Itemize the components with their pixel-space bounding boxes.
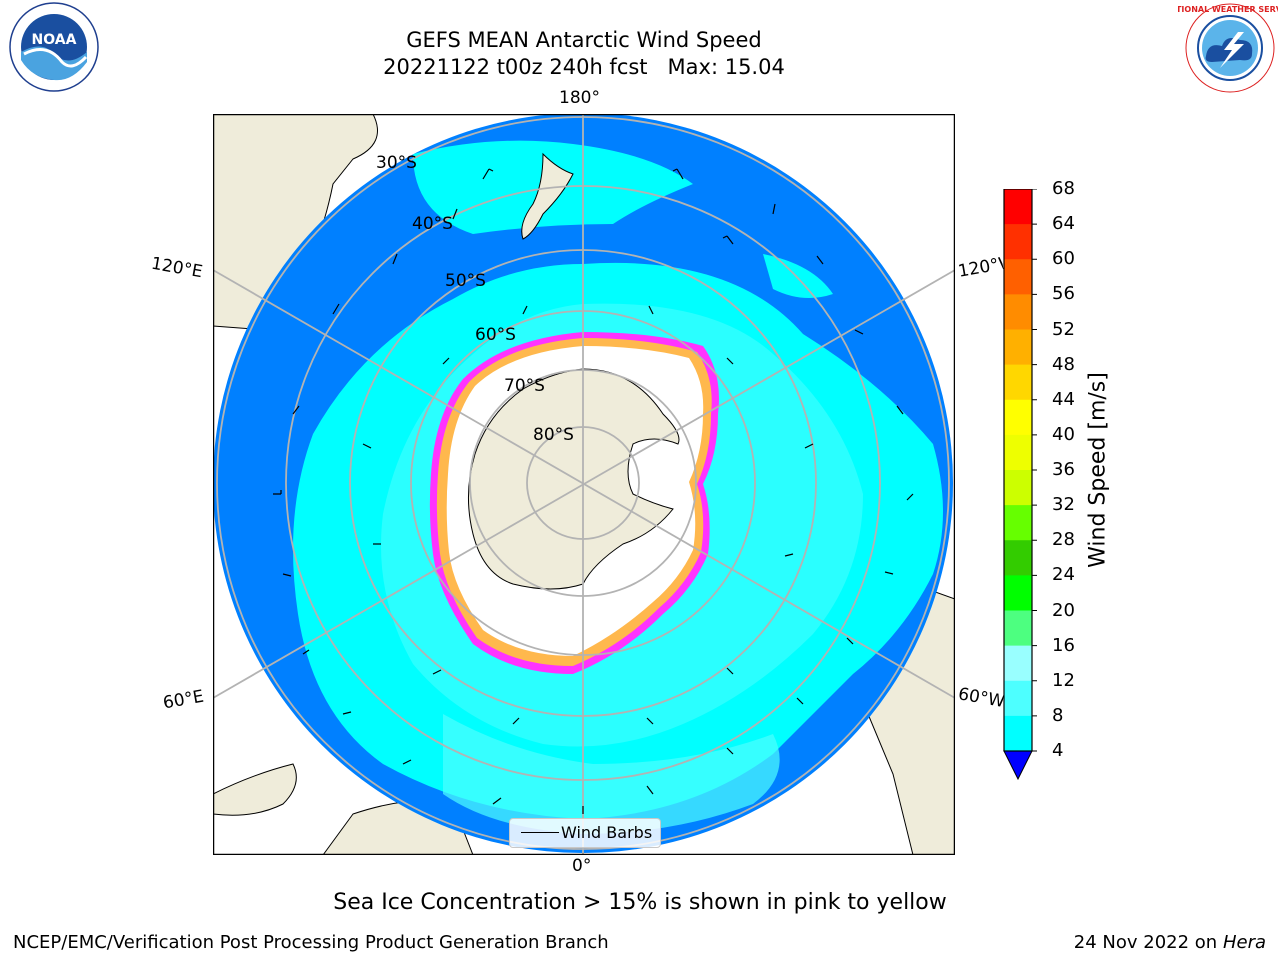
new-zealand-land (521, 152, 574, 240)
colorbar-svg (1003, 188, 1037, 781)
date-line: 24 Nov 2022 on Hera (1074, 932, 1266, 953)
lon-label-120w: 120°W (956, 254, 1005, 282)
lat-label-30: 30°S (376, 153, 417, 173)
colorbar-bin (1004, 399, 1032, 436)
colorbar-bin (1004, 540, 1032, 576)
colorbar-bin (1004, 645, 1032, 682)
colorbar-tick-label: 24 (1052, 564, 1075, 586)
map-legend: Wind Barbs (509, 818, 661, 848)
noaa-logo-text: NOAA (32, 32, 77, 48)
colorbar-extend-arrow (1003, 750, 1033, 781)
colorbar-bin (1004, 259, 1032, 295)
colorbar-tick-label: 56 (1052, 283, 1075, 305)
madagascar-land (213, 763, 297, 816)
colorbar-bin (1004, 715, 1032, 752)
lat-label-60: 60°S (475, 325, 516, 345)
chart-title: GEFS MEAN Antarctic Wind Speed (406, 28, 762, 52)
max-value: Max: 15.04 (667, 55, 785, 79)
colorbar-tick-label: 16 (1052, 634, 1075, 656)
colorbar-bin (1004, 575, 1032, 611)
colorbar-bin (1004, 434, 1032, 471)
colorbar-tick-label: 32 (1052, 494, 1075, 516)
colorbar-tick-label: 44 (1052, 388, 1075, 410)
colorbar-tick-label: 40 (1052, 423, 1075, 445)
noaa-logo: NOAA (2, 2, 102, 102)
machine-name: Hera (1222, 932, 1266, 953)
colorbar-tick-label: 36 (1052, 459, 1075, 480)
colorbar-tick-label: 28 (1052, 529, 1075, 551)
graticule (213, 114, 955, 855)
date-text: 24 Nov 2022 on (1073, 932, 1218, 953)
colorbar-bin (1004, 505, 1032, 541)
lat-label-80: 80°S (533, 425, 574, 445)
colorbar-bin (1004, 680, 1032, 717)
legend-label: Wind Barbs (561, 823, 653, 842)
legend-line-icon (521, 832, 559, 833)
colorbar-bin (1004, 364, 1032, 401)
wind-band-east (763, 254, 833, 298)
colorbar-label: Wind Speed [m/s] (1085, 372, 1111, 568)
colorbar-tick-label: 8 (1052, 704, 1064, 726)
colorbar-bin (1004, 610, 1032, 647)
lon-label-180: 180° (559, 88, 600, 108)
sea-ice-caption: Sea Ice Concentration > 15% is shown in … (333, 890, 947, 915)
colorbar-bin (1004, 224, 1032, 260)
colorbar-tick-label: 52 (1052, 318, 1075, 340)
colorbar-bin (1004, 189, 1032, 225)
map-border (213, 114, 955, 855)
colorbar (1003, 188, 1039, 781)
colorbar-bin (1004, 470, 1032, 506)
colorbar-tick-label: 48 (1052, 353, 1075, 375)
colorbar-tick-label: 68 (1052, 178, 1075, 199)
polar-map: 30°S 40°S 50°S 60°S 70°S 80°S (213, 114, 955, 855)
credit-line: NCEP/EMC/Verification Post Processing Pr… (13, 932, 609, 953)
forecast-run: 20221122 t00z 240h fcst (383, 55, 648, 79)
colorbar-tick-label: 12 (1052, 669, 1075, 691)
lat-label-70: 70°S (504, 376, 545, 396)
colorbar-bin (1004, 294, 1032, 330)
map-svg: 30°S 40°S 50°S 60°S 70°S 80°S (213, 114, 955, 855)
wind-barbs (273, 168, 914, 814)
chart-subtitle: 20221122 t00z 240h fcst Max: 15.04 (0, 54, 1168, 80)
colorbar-tick-label: 60 (1052, 248, 1075, 270)
nws-logo: NATIONAL WEATHER SERVICE (1164, 2, 1280, 102)
wind-band-south (443, 714, 780, 834)
nws-logo-text: NATIONAL WEATHER SERVICE (1178, 5, 1278, 14)
lon-label-0: 0° (572, 856, 592, 876)
lon-label-60e: 60°E (161, 686, 206, 714)
lat-label-50: 50°S (445, 271, 486, 291)
lon-label-60w: 60°W (956, 684, 1005, 712)
lat-label-40: 40°S (412, 214, 453, 234)
lon-label-120e: 120°E (149, 253, 205, 283)
colorbar-tick-label: 20 (1052, 599, 1075, 621)
colorbar-bin (1004, 329, 1032, 366)
colorbar-tick-label: 4 (1052, 740, 1064, 761)
meridian-60e-120w (213, 269, 955, 699)
colorbar-tick-label: 64 (1052, 213, 1075, 235)
